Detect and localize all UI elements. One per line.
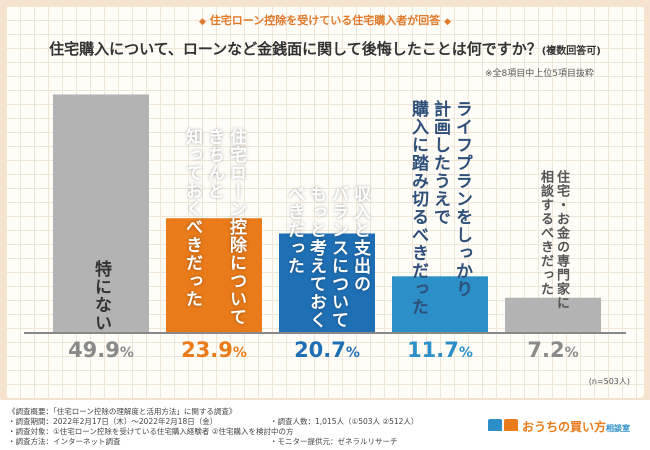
banner-text: 住宅ローン控除を受けている住宅購入者が回答 (209, 14, 441, 27)
bar-2 (166, 218, 262, 332)
logo: おうちの買い方相談室 (522, 418, 630, 435)
value-label-3: 20.7% (294, 338, 360, 362)
survey-period: ・調査期間：2022年2月17日（木）～2022年2月18日（金） (8, 417, 218, 426)
value-label-2: 23.9% (181, 338, 247, 362)
chart-title: 住宅購入について、ローンなど金銭面に関して後悔したことは何ですか？(複数回答可) (0, 38, 650, 59)
category-label-1: 特にない (91, 260, 111, 332)
subset-note: ※全8項目中上位5項目抜粋 (485, 69, 594, 79)
value-label-5: 7.2% (527, 338, 579, 362)
footer: 《調査概要：「住宅ローン控除の理解度と活用方法」に関する調査》 ・調査期間：20… (0, 400, 650, 450)
survey-count: ・調査人数：1,015人（①503人 ②512人） (270, 417, 419, 426)
survey-method: ・調査方法：インターネット調査 (8, 437, 121, 446)
bar-3 (279, 233, 375, 332)
diamond-icon: ◆ (444, 17, 451, 27)
logo-suffix: 相談室 (606, 424, 631, 433)
survey-target: ・調査対象：①住宅ローン控除を受けている住宅購入経験者 ②住宅購入を検討中の方 (8, 427, 294, 436)
banner: ◆ 住宅ローン控除を受けている住宅購入者が回答 ◆ (0, 12, 650, 28)
category-label-3: 収入と支出の バランスについて もっと考えておく べきだった (284, 185, 370, 329)
bar-5 (505, 297, 601, 332)
house-icon (504, 419, 518, 431)
category-label-4: ライフプランをしっかり 計画したうえで 購入に踏み切るべきだった (408, 100, 472, 316)
baseline (24, 332, 626, 334)
category-label-5: 住宅・お金の専門家に 相談するべきだった (538, 170, 569, 310)
house-icon (488, 419, 502, 431)
value-label-4: 11.7% (407, 338, 473, 362)
survey-provider: ・モニター提供元：ゼネラルリサーチ (270, 437, 398, 446)
title-sub: (複数回答可) (541, 46, 601, 57)
bar-4 (392, 276, 488, 332)
logo-text: おうちの買い方 (522, 420, 607, 434)
survey-title: 《調査概要：「住宅ローン控除の理解度と活用方法」に関する調査》 (8, 407, 237, 416)
diamond-icon: ◆ (199, 17, 206, 27)
bar-1 (53, 94, 149, 332)
category-label-2: 住宅ローン控除について きちんと 知っておくべきだった (182, 128, 246, 326)
sample-size: (n=503人) (588, 377, 630, 386)
value-label-1: 49.9% (68, 338, 134, 362)
title-main: 住宅購入について、ローンなど金銭面に関して後悔したことは何ですか？ (49, 40, 542, 58)
